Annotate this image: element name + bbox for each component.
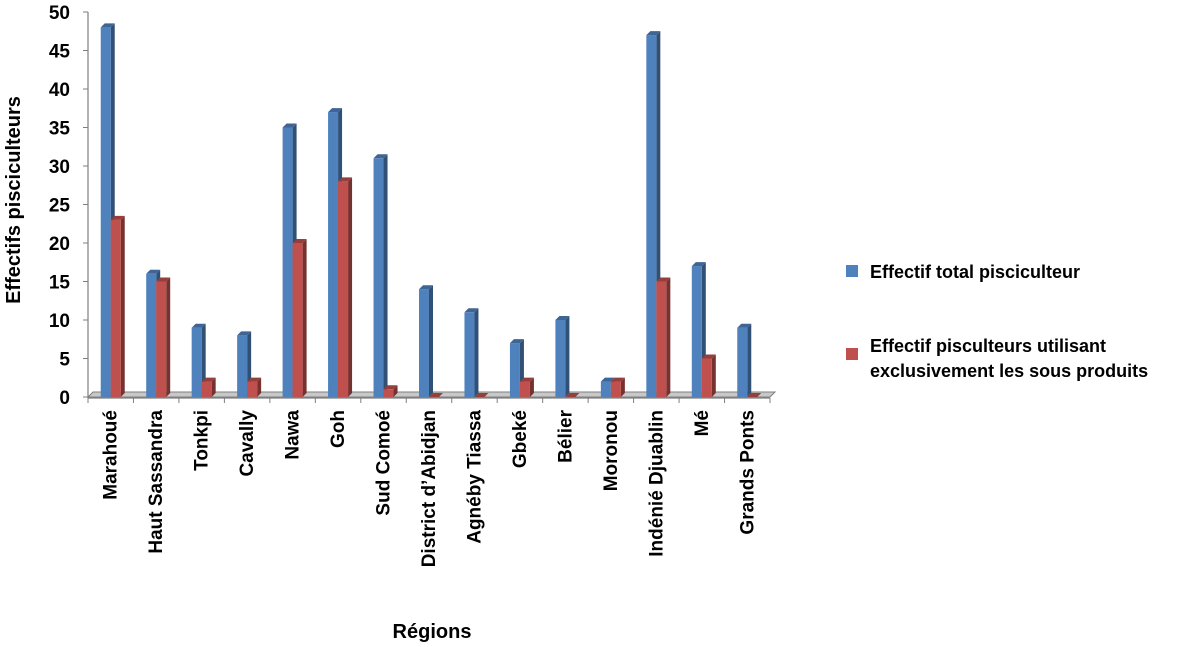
x-tick-labels: Marahoué Haut Sassandra Tonkpi Cavally Nawa G…: [87, 398, 771, 567]
y-tick-label: 50: [49, 3, 70, 24]
y-tick-label: 20: [49, 234, 70, 255]
y-tick-label: 30: [49, 157, 70, 178]
y-tick-label: 0: [59, 388, 70, 409]
bar-subproducts: [610, 377, 625, 397]
bar-total: [373, 154, 388, 397]
bar-subproducts: [429, 393, 443, 397]
bar-subproducts: [110, 215, 125, 397]
bar-subproducts: [156, 277, 171, 397]
x-tick-label: Sud Comoé: [374, 410, 395, 516]
x-axis-label: Régions: [393, 621, 472, 643]
y-tick-label: 10: [49, 311, 70, 332]
bar-total: [419, 285, 433, 397]
y-tick-label: 15: [49, 273, 71, 294]
bar-subproducts: [383, 385, 398, 397]
bar-total: [464, 308, 479, 397]
x-tick-label: District d’Abidjan: [419, 410, 440, 567]
bars: [100, 23, 762, 398]
legend-swatch-total: [846, 265, 858, 277]
y-tick-label: 25: [49, 196, 71, 217]
y-tick-label: 35: [49, 119, 71, 140]
bar-subproducts: [519, 377, 534, 397]
y-axis-label: Effectifs pisciculteurs: [3, 96, 25, 304]
x-tick-label: Grands Ponts: [737, 410, 758, 535]
bar-subproducts: [701, 354, 716, 397]
x-tick-label: Marahoué: [101, 410, 122, 500]
bar-subproducts: [656, 277, 671, 397]
bar-total: [737, 323, 752, 397]
bar-subproducts: [474, 393, 489, 397]
bar-subproducts: [747, 393, 762, 397]
x-tick-label: Cavally: [237, 410, 258, 477]
legend-swatch-subproducts: [846, 348, 858, 360]
bar-total: [555, 316, 570, 397]
legend: Effectif total pisciculteur Effectif pis…: [846, 262, 1148, 381]
x-tick-label: Haut Sassandra: [146, 410, 167, 554]
x-tick-label: Gbeké: [510, 410, 531, 468]
bar-subproducts: [247, 377, 262, 397]
y-tick-label: 45: [49, 42, 71, 63]
legend-label-subproducts: Effectif pisculteurs utilisant exclusive…: [870, 336, 1148, 381]
x-tick-label: Tonkpi: [192, 410, 213, 471]
bar-subproducts: [565, 393, 580, 397]
bar-subproducts: [338, 177, 353, 397]
x-tick-label: Goh: [328, 410, 349, 448]
legend-label-total: Effectif total pisciculteur: [870, 262, 1080, 282]
x-tick-label: Nawa: [283, 410, 304, 460]
x-tick-label: Agnéby Tiassa: [464, 410, 485, 544]
bar-subproducts: [292, 239, 307, 397]
x-tick-label: Bélier: [555, 409, 576, 462]
x-tick-label: Moronou: [601, 410, 622, 491]
x-tick-label: Mé: [692, 410, 713, 436]
y-tick-label: 40: [49, 80, 70, 101]
x-tick-label: Indénié Djuablin: [646, 410, 667, 557]
y-tick-label: 5: [59, 350, 70, 371]
bar-subproducts: [201, 377, 216, 397]
y-axis: 0 5 10 15 20 25 30 35 40 45 50: [49, 3, 89, 409]
